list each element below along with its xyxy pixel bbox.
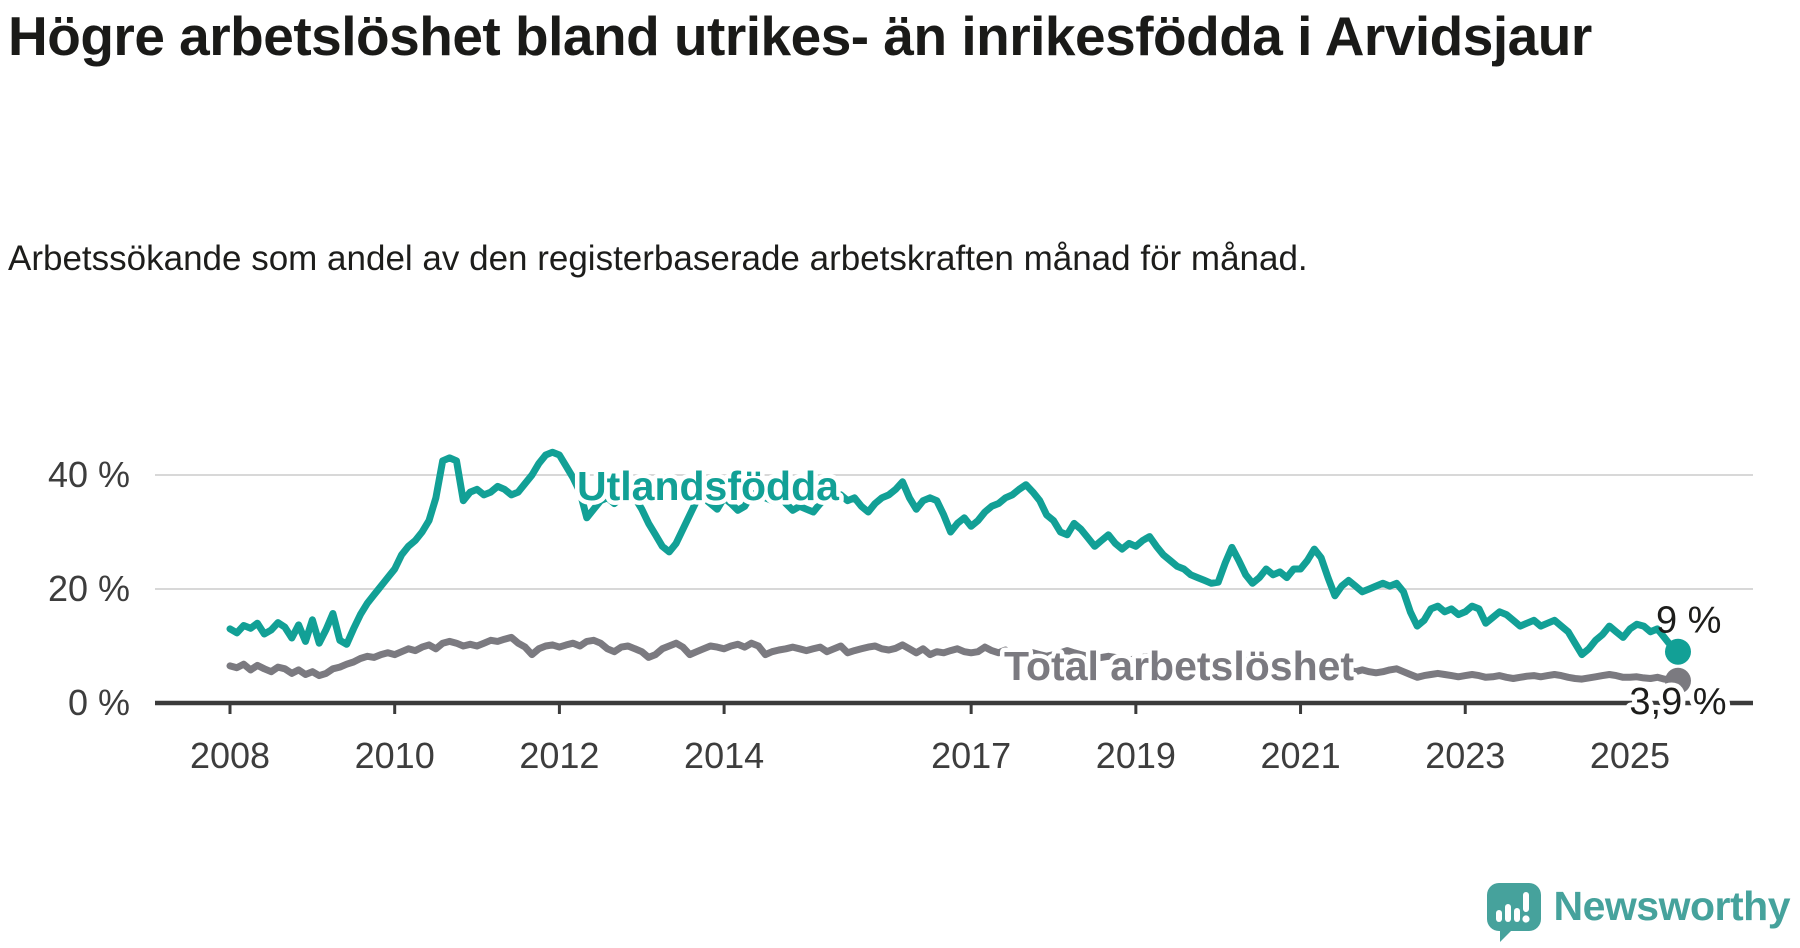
unemployment-line-chart: 2008 2010 2012 2014 2017 2019 2021 2023 2025 40 %… bbox=[0, 430, 1800, 820]
newsworthy-logo: Newsworthy bbox=[1486, 882, 1791, 944]
newsworthy-wordmark: Newsworthy bbox=[1553, 882, 1791, 929]
utlandsfodda-end-label: 9 % bbox=[1656, 600, 1721, 642]
total-arbetsloshet-line bbox=[226, 633, 1682, 685]
total-arbetsloshet-end-label: 3,9 % bbox=[1629, 681, 1726, 723]
page-subtitle: Arbetssökande som andel av den registerb… bbox=[8, 239, 1308, 278]
x-tick-label-2023: 2023 bbox=[1425, 735, 1505, 776]
x-tick-label-2010: 2010 bbox=[355, 735, 435, 776]
total-arbetsloshet-end-dot bbox=[1664, 667, 1691, 694]
x-tick-label-2008: 2008 bbox=[190, 735, 270, 776]
utlandsfodda-series-label: Utlandsfödda bbox=[577, 463, 840, 509]
x-tick-label-2012: 2012 bbox=[519, 735, 599, 776]
page-title: Högre arbetslöshet bland utrikes- än inr… bbox=[8, 5, 1592, 67]
y-tick-label-20: 20 % bbox=[48, 568, 130, 609]
x-tick-label-2017: 2017 bbox=[931, 735, 1011, 776]
x-tick-label-2019: 2019 bbox=[1096, 735, 1176, 776]
x-tick-label-2014: 2014 bbox=[684, 735, 764, 776]
bar-chart-speech-bubble-icon bbox=[1486, 883, 1541, 942]
x-tick-label-2021: 2021 bbox=[1261, 735, 1341, 776]
utlandsfodda-end-dot bbox=[1664, 638, 1691, 665]
chart-svg: 2008 2010 2012 2014 2017 2019 2021 2023 2025 40 %… bbox=[48, 448, 1753, 776]
x-tick-label-2025: 2025 bbox=[1590, 735, 1670, 776]
y-tick-label-0: 0 % bbox=[68, 682, 130, 723]
y-tick-label-40: 40 % bbox=[48, 454, 130, 495]
utlandsfodda-line bbox=[226, 448, 1682, 659]
total-arbetsloshet-series-label: Total arbetslöshet bbox=[1004, 643, 1354, 689]
